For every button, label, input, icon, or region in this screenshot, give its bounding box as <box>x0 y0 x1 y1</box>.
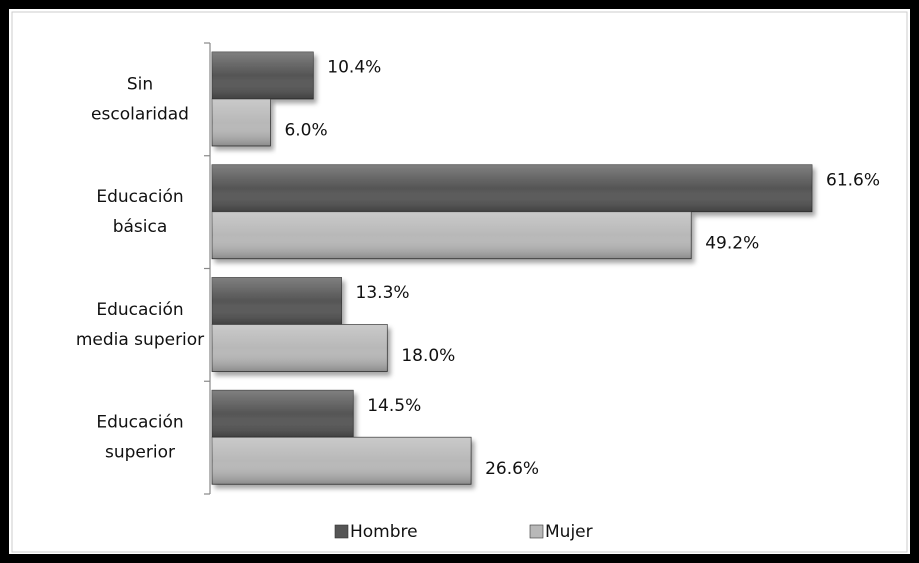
legend-swatch <box>529 524 544 539</box>
value-label: 26.6% <box>485 459 539 479</box>
bar-group <box>211 51 314 100</box>
bar-group <box>211 164 813 213</box>
bar-group <box>211 98 271 147</box>
category-label: básica <box>113 217 168 237</box>
value-label: 61.6% <box>826 170 880 190</box>
legend-swatch <box>334 524 349 539</box>
bar-group <box>211 436 472 485</box>
bar-shine <box>212 99 271 146</box>
value-label: 10.4% <box>327 58 381 78</box>
bar-group <box>211 211 692 260</box>
bar-group <box>211 389 354 438</box>
legend-label: Mujer <box>545 522 593 542</box>
bar-shine <box>212 164 812 212</box>
category-label: Sin <box>127 74 153 94</box>
category-label: Educación <box>96 187 183 207</box>
legend-label: Hombre <box>350 522 418 542</box>
bar-shine <box>212 211 692 259</box>
value-label: 6.0% <box>284 121 327 141</box>
bar-shine <box>212 52 314 99</box>
value-label: 13.3% <box>356 283 410 303</box>
bar-shine <box>212 437 472 485</box>
category-label: superior <box>105 443 175 463</box>
bar-shine <box>212 390 354 438</box>
bar-group <box>211 277 342 325</box>
value-label: 18.0% <box>401 346 455 366</box>
category-label: media superior <box>76 330 204 350</box>
inner-frame <box>11 11 908 553</box>
bar-shine <box>212 324 388 372</box>
value-label: 14.5% <box>367 396 421 416</box>
category-label: escolaridad <box>91 104 189 124</box>
bar-group <box>211 324 388 372</box>
bar-shine <box>212 277 342 325</box>
value-label: 49.2% <box>705 233 759 253</box>
category-label: Educación <box>96 300 183 320</box>
category-label: Educación <box>96 413 183 433</box>
